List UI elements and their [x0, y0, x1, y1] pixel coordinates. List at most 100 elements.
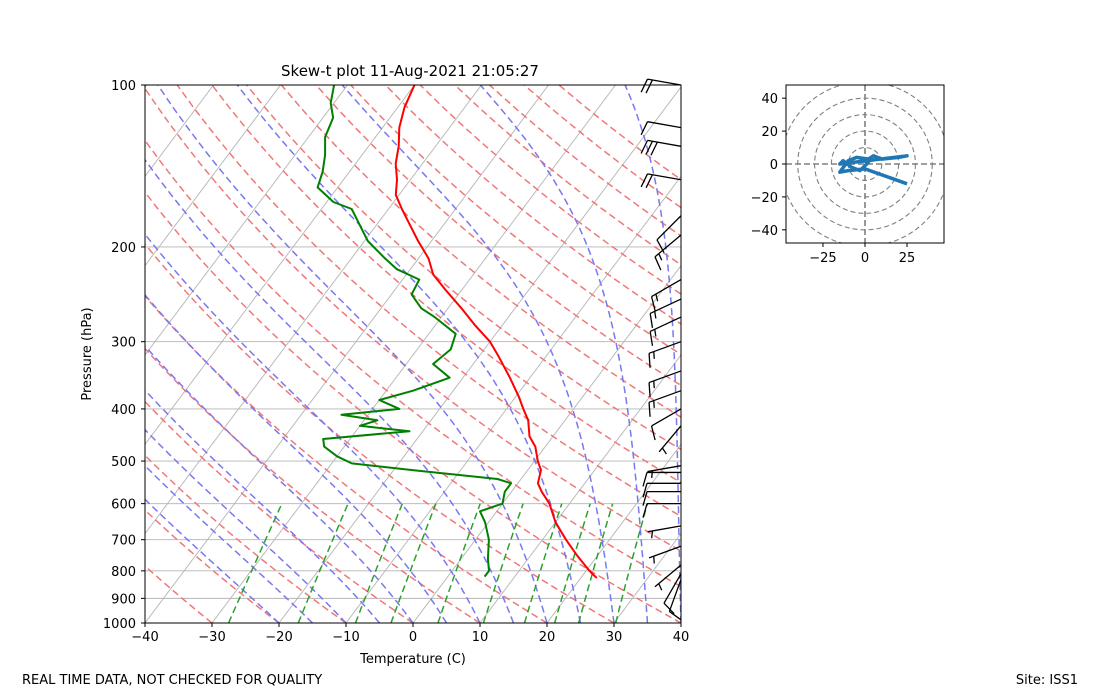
dry-adiabat-line [145, 294, 548, 623]
wind-barb-shaft [649, 298, 682, 315]
wind-barb-shaft [648, 545, 682, 559]
moist-adiabat-line [236, 85, 582, 623]
hodograph-x-tick-label: −25 [809, 251, 836, 266]
x-tick-label: −40 [131, 630, 158, 645]
x-axis-label: Temperature (C) [359, 652, 466, 667]
wind-barb [648, 545, 682, 564]
wind-barb-flag [656, 239, 665, 253]
dry-adiabat-line [145, 347, 481, 623]
wind-barb-half-flag [655, 293, 659, 302]
wind-barb-flag [648, 353, 651, 368]
x-tick-label: 30 [606, 630, 623, 645]
y-tick-label: 700 [111, 534, 136, 549]
wind-barb [650, 279, 682, 311]
wind-barb-half-flag [651, 530, 654, 539]
wind-barb-shaft [663, 573, 682, 604]
y-tick-label: 900 [111, 592, 136, 607]
y-tick-label: 800 [111, 565, 136, 580]
hodograph: −25 0 25 −40 −20 0 20 40 [751, 84, 945, 266]
dry-adiabat-line [145, 454, 347, 623]
mixing-ratio-line [227, 503, 283, 623]
wind-barb [648, 341, 682, 368]
wind-barb-shaft [654, 234, 682, 258]
wind-barb-half-flag [658, 583, 663, 591]
wind-barb-flag [642, 503, 648, 518]
wind-barb-half-flag [654, 329, 657, 337]
wind-barb [648, 370, 682, 398]
hodograph-y-tick-label: 0 [770, 158, 778, 173]
wind-barb-half-flag [653, 380, 655, 389]
wind-barb-flag [645, 174, 654, 189]
mixing-ratio-line [614, 503, 649, 623]
wind-barb-shaft [648, 370, 682, 384]
wind-barb-flag [649, 331, 654, 346]
wind-barb-half-flag [654, 311, 657, 319]
moist-adiabat-line [145, 428, 347, 623]
wind-barb [647, 525, 682, 539]
wind-barb-shaft [647, 525, 682, 533]
moist-adiabat-line [145, 233, 481, 623]
wind-barb-flag [654, 256, 662, 271]
wind-barb [640, 139, 682, 156]
wind-barb [656, 215, 682, 253]
isotherm-line [479, 354, 681, 623]
wind-barb-flag [650, 296, 656, 311]
isotherm-line [211, 85, 616, 623]
skew-t-ticks: −40 −30 −20 −10 0 10 20 30 40 1000 900 800 700 600 500… [103, 79, 689, 645]
isotherm-line [145, 85, 348, 356]
dry-adiabat-line [246, 85, 681, 451]
x-tick-label: −20 [265, 630, 292, 645]
chart-title: Skew-t plot 11-Aug-2021 21:05:27 [281, 62, 539, 80]
dry-adiabat-line [145, 400, 414, 623]
x-tick-label: −30 [198, 630, 225, 645]
wind-barb [642, 502, 681, 518]
wind-barb-flag [640, 140, 649, 154]
wind-barb-flag [650, 425, 656, 441]
wind-barb-flag [642, 472, 648, 487]
isotherm-line [145, 85, 415, 446]
site-label: Site: ISS1 [1015, 673, 1078, 688]
dry-adiabat-line [145, 509, 280, 623]
isotherm-line [0, 85, 80, 623]
wind-barb-flag [645, 79, 654, 94]
isotherm-line [278, 86, 681, 623]
moist-adiabat-line [145, 344, 414, 623]
wind-barb [648, 390, 682, 417]
wind-barb-shaft [651, 408, 682, 427]
wind-barb [658, 425, 682, 455]
wind-barb-flag [648, 402, 651, 417]
hodograph-wind-trace [838, 154, 909, 186]
mixing-ratio-line [297, 503, 349, 623]
wind-barb-shaft [668, 579, 682, 612]
wind-barb-flag [640, 173, 649, 188]
mixing-ratio-line [577, 503, 614, 623]
wind-barb-shaft [658, 425, 682, 453]
wind-barb [663, 573, 682, 615]
hodograph-x-tick-label: 25 [899, 251, 916, 266]
y-tick-label: 100 [111, 79, 136, 94]
wind-barb-shaft [648, 390, 682, 403]
wind-barb-half-flag [661, 447, 667, 455]
wind-barb [650, 408, 682, 441]
isotherm-line [145, 85, 281, 267]
wind-barb [654, 234, 682, 271]
wind-barb-half-flag [653, 351, 655, 359]
wind-barb-flag [642, 491, 648, 506]
dry-adiabat-line [384, 85, 681, 325]
wind-barb-shaft [651, 279, 682, 298]
moist-adiabat-line [479, 85, 649, 623]
y-axis-label: Pressure (hPa) [80, 307, 95, 400]
dry-adiabat-line [280, 85, 681, 419]
wind-barb-flag [645, 140, 654, 155]
dry-adiabat-line [176, 85, 681, 518]
wind-barb-flag [668, 610, 682, 621]
quality-disclaimer: REAL TIME DATA, NOT CHECKED FOR QUALITY [22, 673, 323, 688]
hodograph-y-tick-label: 40 [761, 92, 778, 107]
hodograph-ticks: −25 0 25 −40 −20 0 20 40 [751, 92, 916, 266]
wind-barb-half-flag [653, 400, 655, 408]
isotherm-line [546, 443, 681, 623]
wind-barb-shaft [647, 139, 682, 147]
x-tick-label: 10 [472, 630, 489, 645]
mixing-ratio-line [482, 503, 524, 623]
